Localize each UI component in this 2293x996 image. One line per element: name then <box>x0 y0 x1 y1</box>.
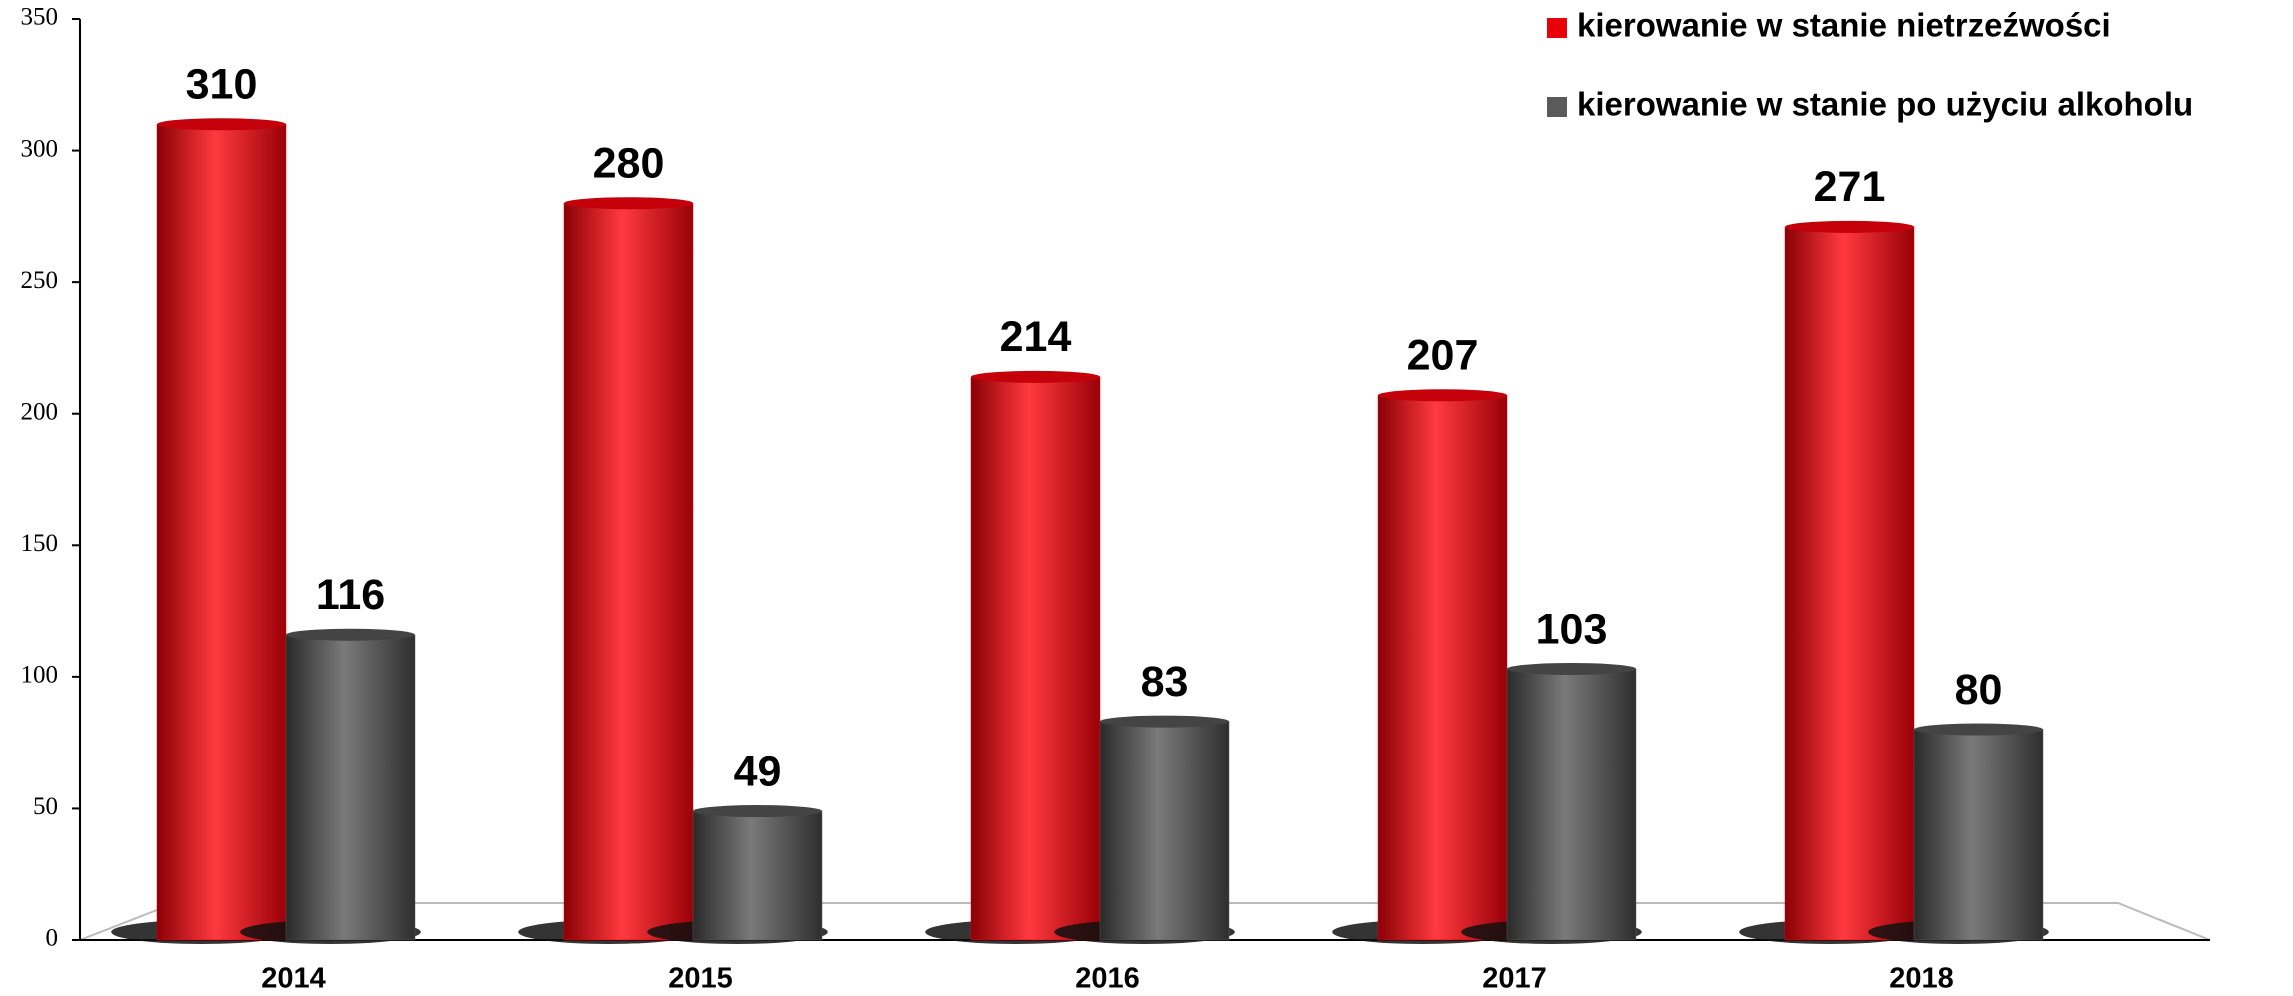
y-tick-label: 250 <box>21 267 59 294</box>
y-tick-label: 350 <box>21 4 59 31</box>
data-label: 80 <box>1955 666 2003 714</box>
data-label: 214 <box>1000 313 1072 361</box>
bar <box>1913 729 2044 941</box>
bar-cap <box>286 628 415 641</box>
y-tick-label: 300 <box>21 135 59 162</box>
bar-cap <box>564 197 693 210</box>
bar-cap <box>157 118 286 131</box>
x-tick-label: 2014 <box>261 963 326 995</box>
x-tick-label: 2016 <box>1075 963 1140 995</box>
data-label: 116 <box>316 571 385 619</box>
data-label: 83 <box>1141 658 1189 706</box>
data-label: 103 <box>1536 605 1608 653</box>
legend-swatch <box>1547 18 1567 38</box>
data-label: 49 <box>734 747 782 795</box>
bar-cap <box>1100 715 1229 728</box>
legend-label: kierowanie w stanie nietrzeźwości <box>1577 7 2111 44</box>
data-label: 207 <box>1407 332 1479 380</box>
legend-swatch <box>1547 97 1567 117</box>
bar <box>692 810 823 941</box>
bar <box>563 202 694 941</box>
x-tick-label: 2017 <box>1482 963 1547 995</box>
data-label: 271 <box>1814 163 1886 211</box>
bar-cap <box>693 805 822 818</box>
y-tick-label: 50 <box>33 793 58 820</box>
legend-label: kierowanie w stanie po użyciu alkoholu <box>1577 86 2193 123</box>
bar <box>1377 395 1508 941</box>
bar <box>156 124 287 941</box>
data-label: 310 <box>186 61 258 109</box>
y-tick-label: 200 <box>21 398 59 425</box>
x-tick-label: 2015 <box>668 963 733 995</box>
bar-cap <box>1914 723 2043 736</box>
data-label: 280 <box>593 140 665 188</box>
bar-cap <box>1785 220 1914 233</box>
bar <box>1784 226 1915 941</box>
bar <box>285 634 416 941</box>
bar-cap <box>971 370 1100 383</box>
bar-cap <box>1507 662 1636 675</box>
y-tick-label: 0 <box>46 925 59 952</box>
bar <box>970 376 1101 941</box>
x-tick-label: 2018 <box>1889 963 1954 995</box>
bar-cap <box>1378 389 1507 402</box>
y-tick-label: 150 <box>21 530 59 557</box>
y-tick-label: 100 <box>21 662 59 689</box>
bar <box>1506 668 1637 941</box>
bar <box>1099 721 1230 941</box>
